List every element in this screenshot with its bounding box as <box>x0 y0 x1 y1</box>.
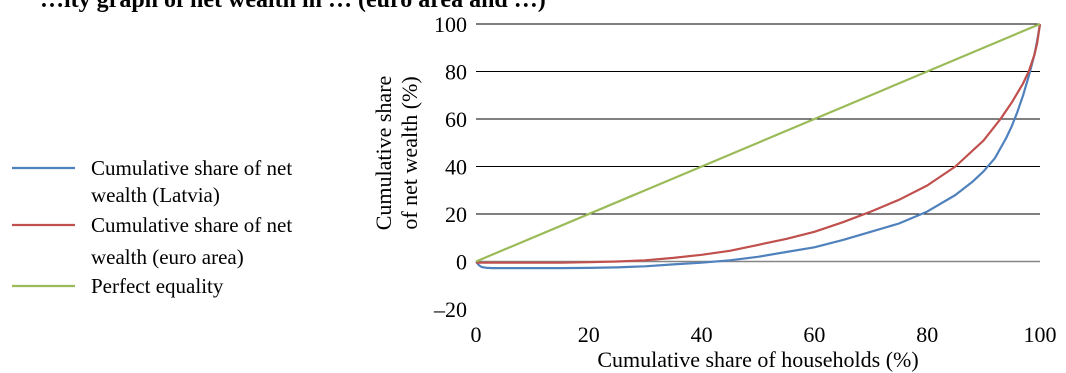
y-tick-0: 0 <box>456 250 467 275</box>
y-axis-label-line-1: Cumulative share <box>371 76 396 231</box>
y-tick-20: 20 <box>445 202 467 227</box>
x-tick-0: 0 <box>471 322 482 347</box>
y-axis-label-line-2: of net wealth (%) <box>397 76 422 229</box>
legend: Cumulative share of net wealth (Latvia) Cu… <box>12 156 292 298</box>
y-tick-labels: 100 80 60 40 20 0 –20 <box>433 12 467 322</box>
legend-label-1-0: Cumulative share of net <box>91 213 292 237</box>
series-line-1 <box>476 23 1042 264</box>
legend-label-0-1: wealth (Latvia) <box>91 183 220 207</box>
x-tick-60: 60 <box>803 322 825 347</box>
x-tick-20: 20 <box>578 322 600 347</box>
y-tick-40: 40 <box>445 155 467 180</box>
y-tick-60: 60 <box>445 107 467 132</box>
y-tick--20: –20 <box>433 297 467 322</box>
legend-label-0-0: Cumulative share of net <box>91 156 292 180</box>
x-tick-labels: 0 20 40 60 80 100 <box>471 322 1057 347</box>
y-tick-100: 100 <box>434 12 467 37</box>
series-line-2 <box>475 22 1041 263</box>
legend-label-2-0: Perfect equality <box>91 274 224 298</box>
x-tick-80: 80 <box>916 322 938 347</box>
y-tick-80: 80 <box>445 60 467 85</box>
x-tick-100: 100 <box>1024 322 1057 347</box>
series-lines <box>475 22 1042 270</box>
x-axis-label: Cumulative share of households (%) <box>597 347 918 372</box>
legend-label-1-1: wealth (euro area) <box>91 245 244 269</box>
chart-title: …ity graph of net wealth in … (euro area… <box>40 0 546 13</box>
gridlines <box>476 23 1040 263</box>
series-line-0 <box>475 23 1042 270</box>
x-tick-40: 40 <box>691 322 713 347</box>
